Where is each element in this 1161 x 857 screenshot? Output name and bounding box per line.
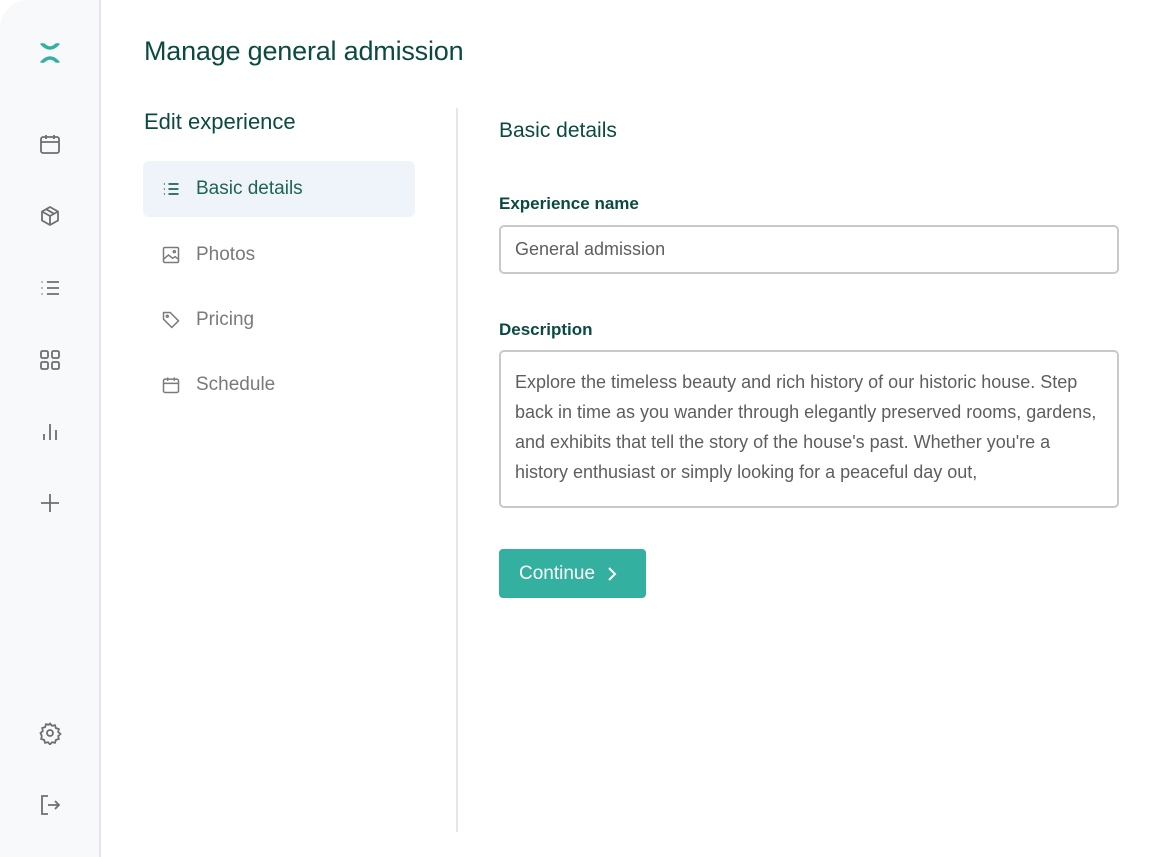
calendar-icon bbox=[162, 377, 180, 394]
nav-item-label: Pricing bbox=[196, 309, 255, 330]
chevron-right-icon bbox=[608, 566, 617, 581]
description-textarea[interactable]: Explore the timeless beauty and rich his… bbox=[499, 350, 1119, 508]
calendar-icon[interactable] bbox=[38, 132, 62, 156]
nav-item-label: Basic details bbox=[196, 178, 303, 199]
box-icon[interactable] bbox=[38, 204, 62, 228]
grid-icon[interactable] bbox=[38, 348, 62, 372]
section-title: Basic details bbox=[499, 119, 617, 142]
description-label: Description bbox=[499, 320, 593, 339]
description-text: Explore the timeless beauty and rich his… bbox=[515, 372, 1097, 482]
nav-item-photos[interactable]: Photos bbox=[143, 227, 415, 283]
sidebar bbox=[0, 0, 101, 857]
experience-name-input[interactable]: General admission bbox=[499, 225, 1119, 274]
bar-chart-icon[interactable] bbox=[38, 420, 62, 444]
nav-item-basic-details[interactable]: Basic details bbox=[143, 161, 415, 217]
image-icon bbox=[162, 246, 180, 264]
plus-icon[interactable] bbox=[38, 491, 62, 515]
gear-icon[interactable] bbox=[38, 721, 62, 745]
nav-item-label: Schedule bbox=[196, 374, 276, 395]
logout-icon[interactable] bbox=[38, 793, 62, 817]
continue-button[interactable]: Continue bbox=[499, 549, 646, 598]
list-icon[interactable] bbox=[38, 276, 62, 300]
continue-label: Continue bbox=[519, 562, 596, 584]
nav-item-schedule[interactable]: Schedule bbox=[143, 357, 415, 413]
edit-nav-title: Edit experience bbox=[144, 109, 296, 134]
logo-icon[interactable] bbox=[38, 41, 62, 65]
list-icon bbox=[163, 183, 179, 195]
nav-item-pricing[interactable]: Pricing bbox=[143, 292, 415, 348]
experience-name-label: Experience name bbox=[499, 194, 639, 213]
nav-item-label: Photos bbox=[196, 244, 256, 265]
tag-icon bbox=[162, 311, 180, 329]
page-title: Manage general admission bbox=[144, 36, 464, 66]
divider bbox=[456, 108, 458, 832]
